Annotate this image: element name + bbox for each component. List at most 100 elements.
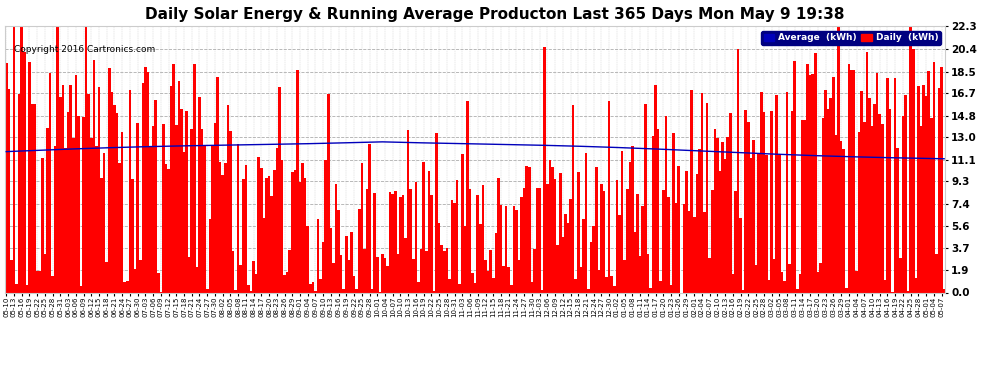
Bar xyxy=(936,254,938,292)
Bar xyxy=(735,190,737,292)
Bar xyxy=(637,194,639,292)
Bar xyxy=(940,67,942,292)
Legend: Average  (kWh), Daily  (kWh): Average (kWh), Daily (kWh) xyxy=(761,31,940,45)
Bar xyxy=(31,104,34,292)
Bar xyxy=(307,226,309,292)
Bar xyxy=(709,258,711,292)
Bar xyxy=(727,137,729,292)
Bar xyxy=(132,179,134,292)
Bar xyxy=(237,144,240,292)
Bar xyxy=(180,108,183,292)
Bar xyxy=(338,210,340,292)
Bar xyxy=(116,113,119,292)
Bar xyxy=(198,97,201,292)
Bar xyxy=(44,254,47,292)
Bar xyxy=(66,112,69,292)
Bar xyxy=(273,170,275,292)
Bar xyxy=(312,282,314,292)
Bar xyxy=(254,274,257,292)
Bar xyxy=(79,286,82,292)
Bar xyxy=(664,116,667,292)
Bar xyxy=(876,73,878,292)
Bar xyxy=(172,64,175,292)
Bar xyxy=(333,263,335,292)
Bar xyxy=(425,251,428,292)
Bar xyxy=(330,228,333,292)
Bar xyxy=(646,254,649,292)
Bar xyxy=(574,279,577,292)
Bar xyxy=(474,283,476,292)
Bar xyxy=(783,281,786,292)
Bar xyxy=(791,111,793,292)
Bar xyxy=(61,86,64,292)
Bar xyxy=(603,190,605,292)
Bar xyxy=(147,72,149,292)
Bar xyxy=(744,110,747,292)
Bar xyxy=(211,146,214,292)
Bar xyxy=(639,256,642,292)
Bar xyxy=(291,172,294,292)
Bar xyxy=(827,108,830,292)
Bar xyxy=(495,233,497,292)
Bar xyxy=(897,147,899,292)
Bar xyxy=(103,153,106,292)
Bar xyxy=(819,263,822,292)
Bar xyxy=(301,163,304,292)
Bar xyxy=(126,281,129,292)
Bar xyxy=(227,105,229,292)
Bar xyxy=(830,98,832,292)
Bar xyxy=(889,110,891,292)
Bar xyxy=(502,266,505,292)
Bar xyxy=(252,261,254,292)
Bar xyxy=(428,171,430,292)
Bar xyxy=(778,155,780,292)
Bar xyxy=(644,104,646,292)
Bar xyxy=(915,278,917,292)
Bar xyxy=(548,160,551,292)
Bar xyxy=(72,138,74,292)
Bar xyxy=(391,194,394,292)
Bar xyxy=(740,218,742,292)
Bar xyxy=(711,190,714,292)
Bar xyxy=(69,85,72,292)
Bar xyxy=(670,285,672,292)
Bar xyxy=(902,116,904,292)
Bar xyxy=(497,178,500,292)
Bar xyxy=(458,284,461,292)
Bar xyxy=(754,265,757,292)
Bar xyxy=(747,122,749,292)
Bar xyxy=(719,171,722,292)
Bar xyxy=(855,271,858,292)
Bar xyxy=(616,180,618,292)
Bar xyxy=(137,123,139,292)
Bar xyxy=(335,184,338,292)
Bar xyxy=(801,120,804,292)
Bar xyxy=(799,274,801,292)
Bar xyxy=(314,291,317,292)
Bar xyxy=(74,75,77,292)
Bar xyxy=(487,272,489,292)
Bar xyxy=(844,288,847,292)
Bar xyxy=(564,213,566,292)
Bar xyxy=(170,86,172,292)
Bar xyxy=(500,205,502,292)
Bar xyxy=(389,192,391,292)
Bar xyxy=(164,164,167,292)
Bar xyxy=(595,166,598,292)
Bar xyxy=(18,94,21,292)
Bar xyxy=(592,226,595,292)
Bar xyxy=(216,77,219,292)
Bar xyxy=(724,159,727,292)
Bar xyxy=(539,188,541,292)
Bar xyxy=(224,163,227,292)
Bar xyxy=(510,285,513,292)
Bar xyxy=(371,289,373,292)
Bar xyxy=(534,249,536,292)
Bar xyxy=(729,113,732,292)
Bar xyxy=(270,196,273,292)
Bar xyxy=(878,114,881,292)
Bar xyxy=(544,47,546,292)
Bar xyxy=(10,260,13,292)
Bar xyxy=(667,198,670,292)
Bar xyxy=(87,94,90,292)
